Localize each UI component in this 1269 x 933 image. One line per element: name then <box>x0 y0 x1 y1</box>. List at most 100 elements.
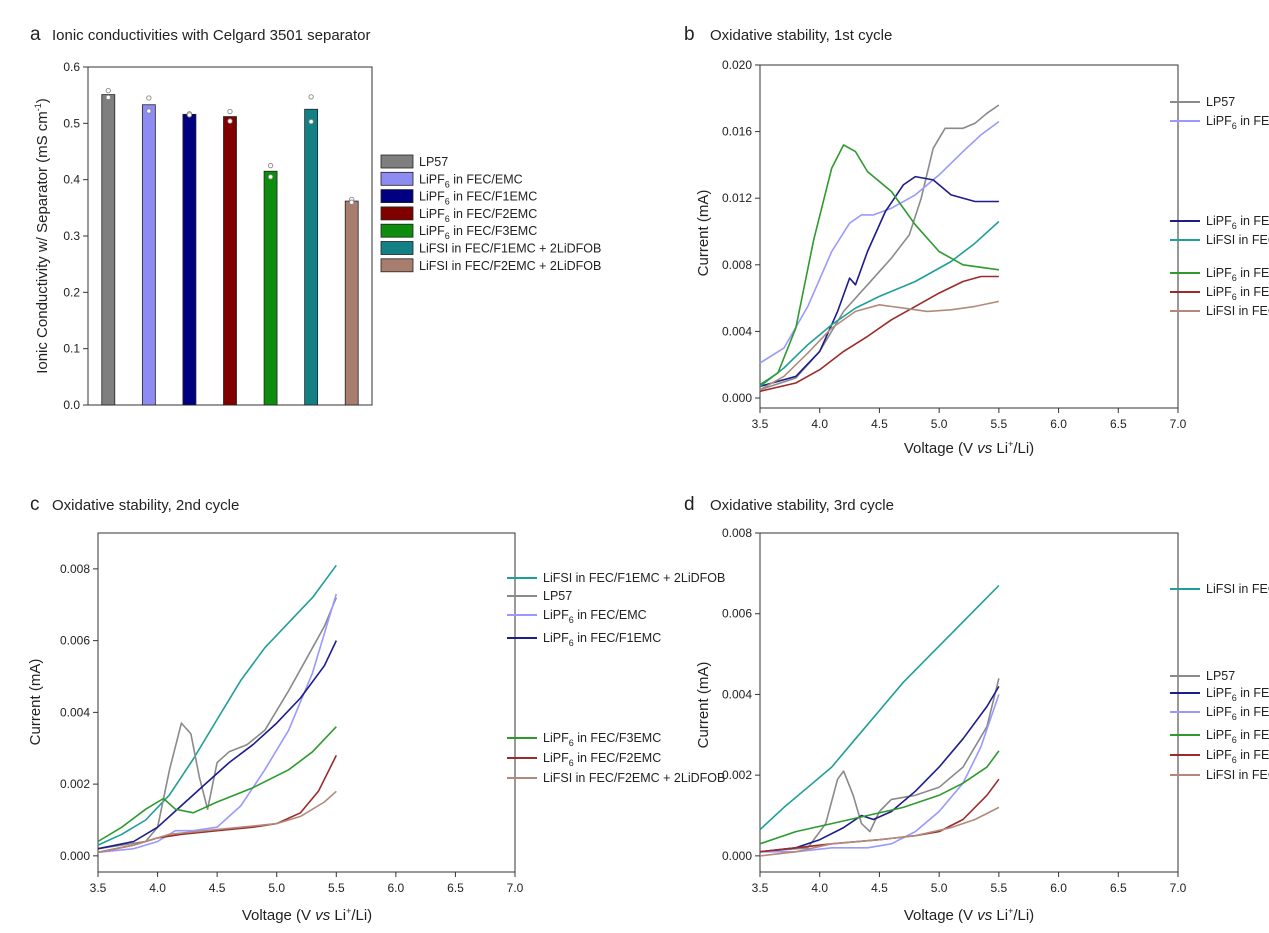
legend-label: LiFSI in FEC/F1EMC + 2LiDFOB <box>1206 233 1269 247</box>
panel-d-title: Oxidative stability, 3rd cycle <box>710 497 894 514</box>
legend-swatch <box>380 206 414 221</box>
panel-a-letter: a <box>30 24 41 45</box>
legend-label: LiFSI in FEC/F1EMC + 2LiDFOB <box>419 242 601 256</box>
series-line <box>759 275 999 393</box>
legend-label: LP57 <box>1206 95 1235 109</box>
legend-label: LiPF6 in FEC/F2EMC <box>419 207 537 224</box>
x-tick-label: 6.5 <box>1110 881 1127 895</box>
y-tick-label: 0.5 <box>63 116 80 130</box>
panel-c-axes: 3.5 4.0 4.5 5.0 5.5 6.0 6.5 7.0 0.000 0.002 0.004 0… <box>60 532 725 895</box>
data-point <box>227 108 233 115</box>
x-tick-label: 6.0 <box>388 881 405 895</box>
data-point <box>146 95 152 101</box>
x-tick-label: 6.0 <box>1050 417 1067 431</box>
bar <box>141 104 156 406</box>
legend-label: LiPF6 in FEC/F2EMC <box>1206 285 1269 302</box>
legend-label: LiFSI in FEC/F2EMC + 2LiDFOB <box>543 771 725 785</box>
x-tick-label: 4.0 <box>811 417 828 431</box>
series-line <box>759 685 1000 853</box>
x-tick-label: 5.0 <box>931 881 948 895</box>
x-tick-label: 3.5 <box>752 881 769 895</box>
series-line <box>97 755 338 854</box>
data-point <box>308 94 314 100</box>
panel-b-axes: 3.5 4.0 4.5 5.0 5.5 6.0 6.5 7.0 0.000 0.004 0.008 0… <box>722 58 1269 431</box>
y-tick-label: 0.006 <box>722 607 752 621</box>
y-tick-label: 0.0 <box>63 398 80 412</box>
y-tick-label: 0.012 <box>722 191 752 205</box>
legend-label: LiPF6 in FEC/F1EMC <box>543 631 661 648</box>
x-tick-label: 7.0 <box>507 881 524 895</box>
x-tick-label: 5.5 <box>991 881 1008 895</box>
legend-label: LiFSI in FEC/F2EMC + 2LiDFOB <box>1206 304 1269 318</box>
series-line <box>97 790 337 854</box>
legend-label: LiPF6 in FEC/EMC <box>1206 114 1269 131</box>
series-line <box>760 694 1000 853</box>
data-point <box>186 112 193 118</box>
x-tick-label: 7.0 <box>1170 881 1187 895</box>
panel-b-xlabel: Voltage (V vs Li+/Li) <box>904 439 1034 457</box>
panel-c-ylabel: Current (mA) <box>27 659 44 746</box>
legend-label: LiPF6 in FEC/F1EMC <box>1206 214 1269 231</box>
x-tick-label: 5.0 <box>931 417 948 431</box>
data-point <box>105 94 111 101</box>
y-tick-label: 0.2 <box>63 285 80 299</box>
series-line <box>759 104 1000 391</box>
series-line <box>759 806 1000 857</box>
panel-b: b Oxidative stability, 1st cycle 3.5 4.0 4… <box>684 24 1269 457</box>
bar <box>304 108 319 406</box>
x-tick-label: 4.5 <box>871 417 888 431</box>
data-point <box>105 88 111 94</box>
legend-label: LiFSI in FEC/F2EMC + 2LiDFOB <box>1206 768 1269 782</box>
plot-frame <box>759 64 1179 409</box>
y-tick-label: 0.004 <box>722 324 752 338</box>
legend-label: LiPF6 in FEC/F2EMC <box>1206 748 1269 765</box>
data-point <box>227 118 233 124</box>
series-line <box>97 640 338 850</box>
x-tick-label: 4.5 <box>209 881 226 895</box>
legend-swatch <box>380 258 414 273</box>
legend-label: LiPF6 in FEC/F2EMC <box>543 751 661 768</box>
panel-d-ylabel: Current (mA) <box>695 662 712 749</box>
x-tick-label: 3.5 <box>752 417 769 431</box>
panel-b-letter: b <box>684 24 695 45</box>
y-tick-label: 0.002 <box>60 777 90 791</box>
bar <box>182 113 197 406</box>
x-tick-label: 6.5 <box>447 881 464 895</box>
legend-swatch <box>380 154 414 169</box>
series-line <box>759 144 1000 386</box>
data-point <box>267 174 274 180</box>
bar <box>263 170 278 406</box>
data-point <box>267 162 274 169</box>
legend-label: LiPF6 in FEC/F1EMC <box>1206 686 1269 703</box>
legend-label: LiPF6 in FEC/F3EMC <box>543 731 661 748</box>
data-point <box>308 118 314 125</box>
y-tick-label: 0.008 <box>60 562 90 576</box>
series-line <box>759 778 1000 853</box>
y-tick-label: 0.1 <box>63 342 80 356</box>
bar <box>223 116 237 406</box>
legend-label: LiPF6 in FEC/EMC <box>543 608 647 625</box>
y-tick-label: 0.006 <box>60 634 90 648</box>
legend-label: LiPF6 in FEC/F3EMC <box>419 224 537 241</box>
series-line <box>759 220 1000 388</box>
panel-a: a Ionic conductivities with Celgard 3501… <box>30 24 601 412</box>
series-line <box>97 597 338 850</box>
legend-label: LiPF6 in FEC/F1EMC <box>419 190 537 207</box>
y-tick-label: 0.008 <box>722 526 752 540</box>
x-tick-label: 5.5 <box>328 881 345 895</box>
legend-label: LiFSI in FEC/F1EMC + 2LiDFOB <box>1206 582 1269 596</box>
series-line <box>97 593 338 854</box>
legend-label: LP57 <box>1206 669 1235 683</box>
series-line <box>759 584 1000 831</box>
x-tick-label: 5.0 <box>268 881 285 895</box>
series-line <box>759 750 1000 845</box>
bar <box>101 94 116 406</box>
panel-b-ylabel: Current (mA) <box>695 190 712 277</box>
panel-d-axes: 3.5 4.0 4.5 5.0 5.5 6.0 6.5 7.0 0.000 0.002 0.004 0… <box>722 526 1269 895</box>
legend-label: LiPF6 in FEC/F3EMC <box>1206 728 1269 745</box>
y-tick-label: 0.016 <box>722 125 752 139</box>
legend-label: LP57 <box>419 155 448 169</box>
x-tick-label: 6.0 <box>1050 881 1067 895</box>
y-tick-label: 0.6 <box>63 60 80 74</box>
panel-b-title: Oxidative stability, 1st cycle <box>710 27 892 44</box>
